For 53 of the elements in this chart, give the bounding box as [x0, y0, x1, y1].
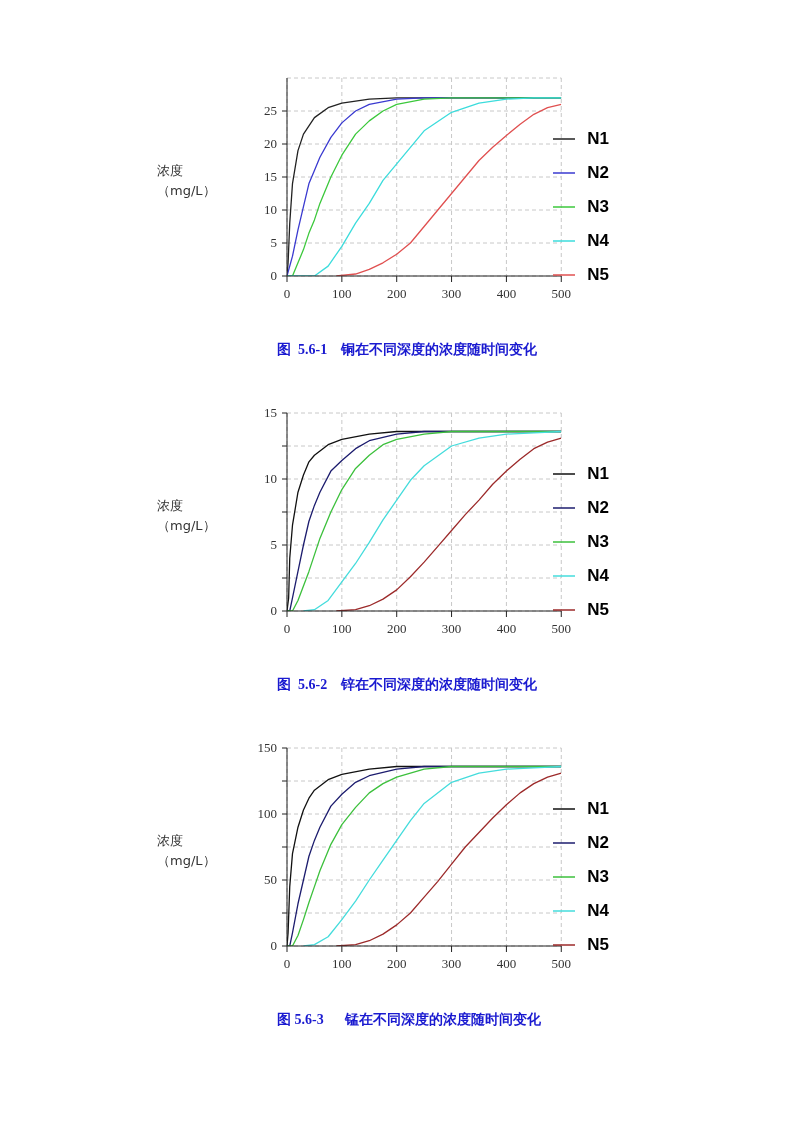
y-tick-label: 0 [270, 938, 277, 953]
x-tick-label: 200 [386, 956, 407, 971]
y-axis-title: 浓度（mg/L） [157, 832, 217, 870]
legend-label: N2 [587, 832, 609, 853]
x-tick-label: 300 [441, 956, 462, 971]
x-tick-label: 0 [283, 956, 291, 971]
x-tick-label: 100 [332, 956, 352, 971]
text: 图 5.6-3 锰在不同深度的浓度随时间变化 [277, 1011, 541, 1029]
y-tick-label: 15 [264, 169, 277, 184]
legend-label: N4 [587, 230, 609, 251]
legend-label: N1 [587, 128, 609, 149]
legend-label: N1 [587, 463, 609, 484]
x-tick-label: 100 [332, 286, 352, 301]
x-tick-label: 300 [441, 621, 462, 636]
y-tick-label: 100 [257, 806, 277, 821]
y-axis-title: 浓度（mg/L） [157, 162, 217, 200]
legend-label: N3 [587, 866, 609, 887]
legend-label: N5 [587, 264, 609, 285]
x-tick-label: 400 [496, 621, 517, 636]
y-tick-label: 25 [264, 103, 277, 118]
y-tick-label: 10 [264, 202, 277, 217]
legend-label: N4 [587, 565, 609, 586]
y-tick-label: 10 [264, 471, 277, 486]
y-tick-label: 150 [257, 740, 277, 755]
y-tick-label: 0 [270, 603, 277, 618]
y-tick-label: 15 [264, 405, 277, 420]
y-axis-title: 浓度（mg/L） [157, 497, 217, 535]
x-tick-label: 500 [551, 956, 572, 971]
x-tick-label: 500 [551, 621, 572, 636]
legend-label: N3 [587, 531, 609, 552]
x-tick-label: 400 [496, 286, 517, 301]
x-tick-label: 300 [441, 286, 462, 301]
x-tick-label: 200 [386, 621, 407, 636]
legend-label: N5 [587, 599, 609, 620]
x-tick-label: 200 [386, 286, 407, 301]
y-tick-label: 0 [270, 268, 277, 283]
y-tick-label: 20 [264, 136, 277, 151]
legend-label: N1 [587, 798, 609, 819]
legend-label: N4 [587, 900, 609, 921]
text: 图 5.6-2 锌在不同深度的浓度随时间变化 [277, 676, 538, 694]
x-tick-label: 0 [283, 621, 291, 636]
legend-label: N3 [587, 196, 609, 217]
text: 图 5.6-1 铜在不同深度的浓度随时间变化 [277, 341, 538, 359]
x-tick-label: 500 [551, 286, 572, 301]
y-tick-label: 5 [270, 235, 277, 250]
x-tick-label: 400 [496, 956, 517, 971]
x-tick-label: 100 [332, 621, 352, 636]
legend-label: N2 [587, 162, 609, 183]
y-tick-label: 50 [264, 872, 277, 887]
x-tick-label: 0 [283, 286, 291, 301]
y-tick-label: 5 [270, 537, 277, 552]
legend-label: N5 [587, 934, 609, 955]
legend-label: N2 [587, 497, 609, 518]
